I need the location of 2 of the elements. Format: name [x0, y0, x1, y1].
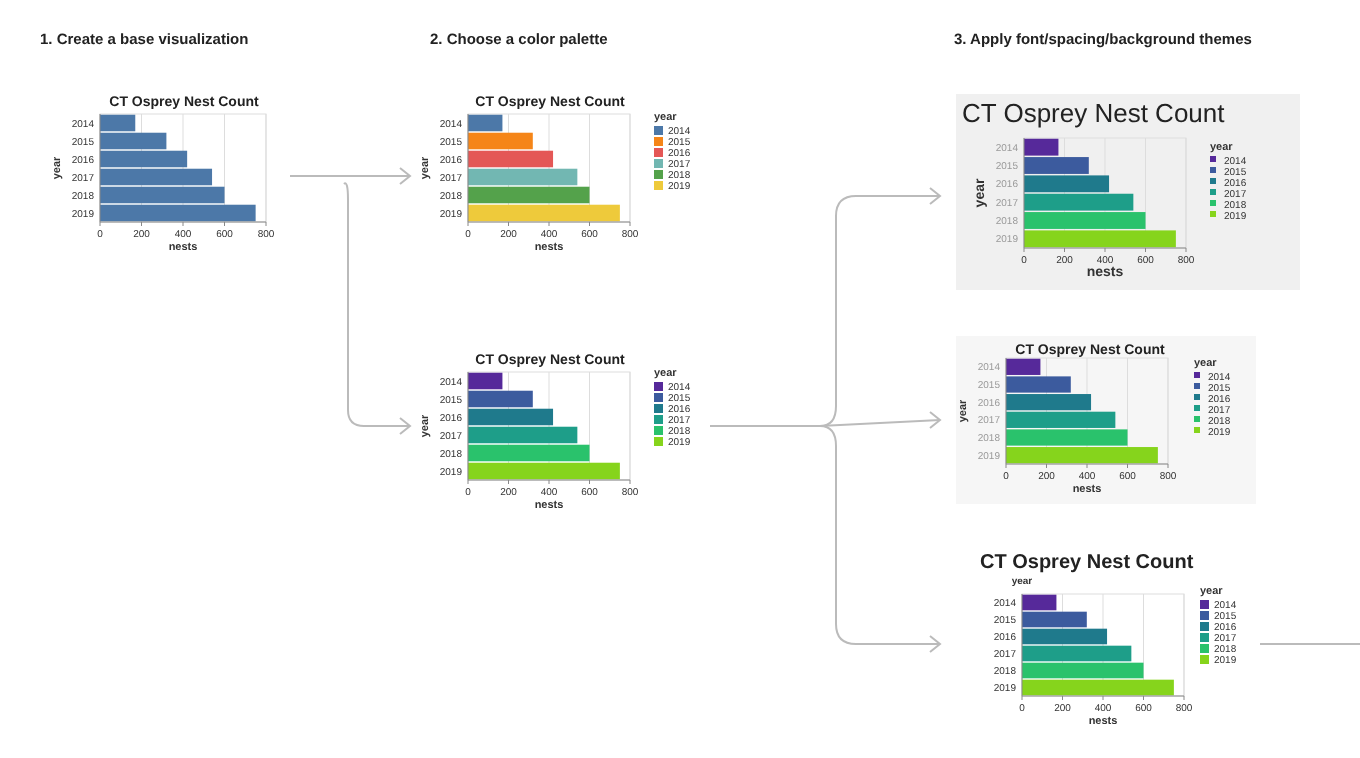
chart-title: CT Osprey Nest Count	[980, 552, 1195, 574]
chart-title: CT Osprey Nest Count	[962, 98, 1226, 128]
